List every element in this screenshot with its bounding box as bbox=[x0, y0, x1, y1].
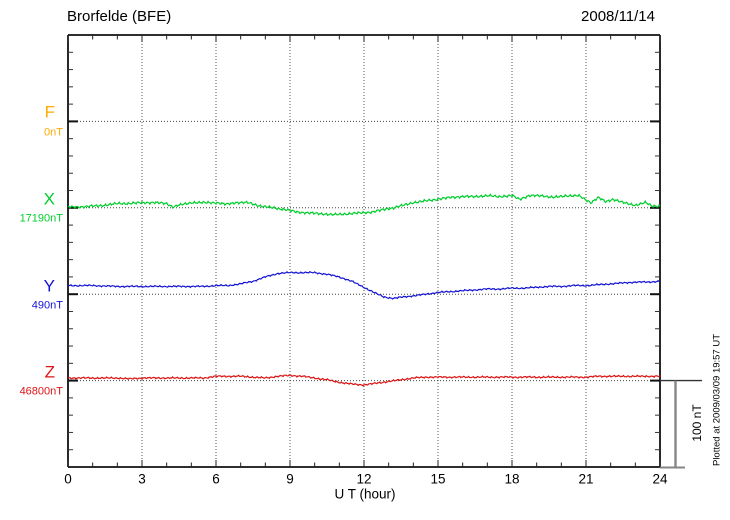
x-tick-label: 3 bbox=[138, 471, 146, 487]
channel-label-z: Z bbox=[44, 362, 55, 382]
scale-bar-label: 100 nT bbox=[690, 404, 704, 442]
x-tick-label: 9 bbox=[286, 471, 294, 487]
channel-value-x: 17190nT bbox=[19, 212, 63, 225]
x-tick-label: 12 bbox=[356, 471, 372, 487]
station-title: Brorfelde (BFE) bbox=[67, 8, 172, 25]
channel-value-y: 490nT bbox=[31, 299, 63, 312]
x-tick-label: 21 bbox=[578, 471, 594, 487]
x-tick-label: 24 bbox=[652, 471, 668, 487]
trace-x bbox=[68, 193, 661, 217]
plot-timestamp: Plotted at 2009/03/09 19:57 UT bbox=[711, 333, 723, 467]
channel-label-f: F bbox=[44, 102, 55, 122]
plot-date: 2008/11/14 bbox=[581, 8, 655, 25]
x-tick-label: 0 bbox=[64, 471, 72, 487]
channel-label-x: X bbox=[43, 189, 55, 209]
channel-value-z: 46800nT bbox=[19, 385, 63, 398]
x-tick-label: 18 bbox=[504, 471, 520, 487]
x-axis-label: U T (hour) bbox=[334, 486, 396, 502]
channel-label-y: Y bbox=[43, 276, 55, 296]
x-tick-label: 15 bbox=[430, 471, 446, 487]
trace-y bbox=[67, 270, 660, 300]
x-tick-label: 6 bbox=[212, 471, 220, 487]
channel-value-f: 0nT bbox=[44, 126, 63, 139]
trace-z bbox=[67, 374, 661, 387]
